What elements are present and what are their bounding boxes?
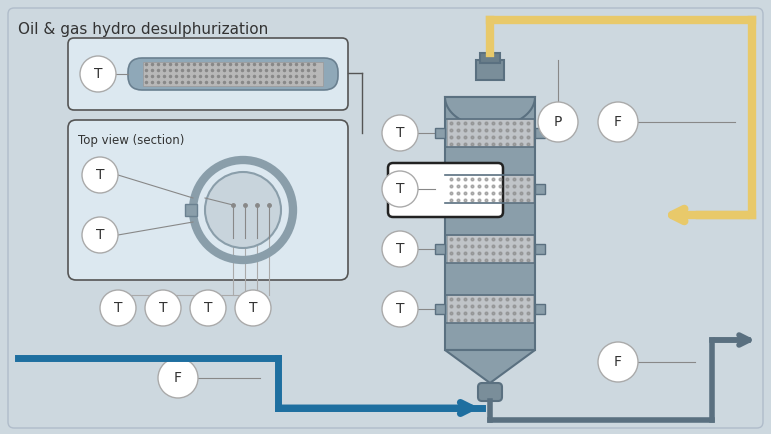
Text: F: F xyxy=(174,371,182,385)
FancyBboxPatch shape xyxy=(535,184,545,194)
Text: T: T xyxy=(396,126,404,140)
Text: T: T xyxy=(396,302,404,316)
Circle shape xyxy=(538,102,578,142)
FancyBboxPatch shape xyxy=(185,204,197,216)
Circle shape xyxy=(598,102,638,142)
Circle shape xyxy=(80,56,116,92)
Text: T: T xyxy=(114,301,123,315)
FancyBboxPatch shape xyxy=(68,120,348,280)
Circle shape xyxy=(100,290,136,326)
Text: Top view (section): Top view (section) xyxy=(78,134,184,147)
Circle shape xyxy=(205,172,281,248)
Polygon shape xyxy=(445,97,535,127)
FancyBboxPatch shape xyxy=(143,62,323,86)
Text: T: T xyxy=(396,182,404,196)
FancyBboxPatch shape xyxy=(535,128,545,138)
Circle shape xyxy=(82,157,118,193)
Text: P: P xyxy=(554,115,562,129)
FancyBboxPatch shape xyxy=(435,128,445,138)
FancyBboxPatch shape xyxy=(480,53,500,63)
Circle shape xyxy=(382,115,418,151)
FancyBboxPatch shape xyxy=(535,244,545,254)
FancyBboxPatch shape xyxy=(476,60,504,80)
Circle shape xyxy=(598,342,638,382)
Circle shape xyxy=(190,290,226,326)
Polygon shape xyxy=(445,350,535,383)
FancyBboxPatch shape xyxy=(445,97,535,350)
Text: T: T xyxy=(204,301,212,315)
Circle shape xyxy=(145,290,181,326)
Text: T: T xyxy=(396,242,404,256)
FancyBboxPatch shape xyxy=(478,383,502,401)
FancyBboxPatch shape xyxy=(447,119,533,147)
FancyBboxPatch shape xyxy=(435,304,445,314)
FancyBboxPatch shape xyxy=(128,58,338,90)
Text: T: T xyxy=(159,301,167,315)
FancyBboxPatch shape xyxy=(435,184,445,194)
FancyBboxPatch shape xyxy=(8,8,763,428)
FancyBboxPatch shape xyxy=(388,163,503,217)
Text: Oil & gas hydro desulphurization: Oil & gas hydro desulphurization xyxy=(18,22,268,37)
Text: F: F xyxy=(614,355,622,369)
FancyBboxPatch shape xyxy=(435,244,445,254)
Text: T: T xyxy=(96,168,104,182)
Text: F: F xyxy=(614,115,622,129)
Text: T: T xyxy=(94,67,103,81)
FancyBboxPatch shape xyxy=(447,295,533,323)
Text: T: T xyxy=(249,301,258,315)
Circle shape xyxy=(158,358,198,398)
FancyBboxPatch shape xyxy=(447,175,533,203)
Circle shape xyxy=(382,291,418,327)
Circle shape xyxy=(82,217,118,253)
Circle shape xyxy=(382,171,418,207)
FancyBboxPatch shape xyxy=(535,304,545,314)
Circle shape xyxy=(382,231,418,267)
Circle shape xyxy=(235,290,271,326)
Text: T: T xyxy=(96,228,104,242)
FancyBboxPatch shape xyxy=(447,235,533,263)
FancyBboxPatch shape xyxy=(68,38,348,110)
